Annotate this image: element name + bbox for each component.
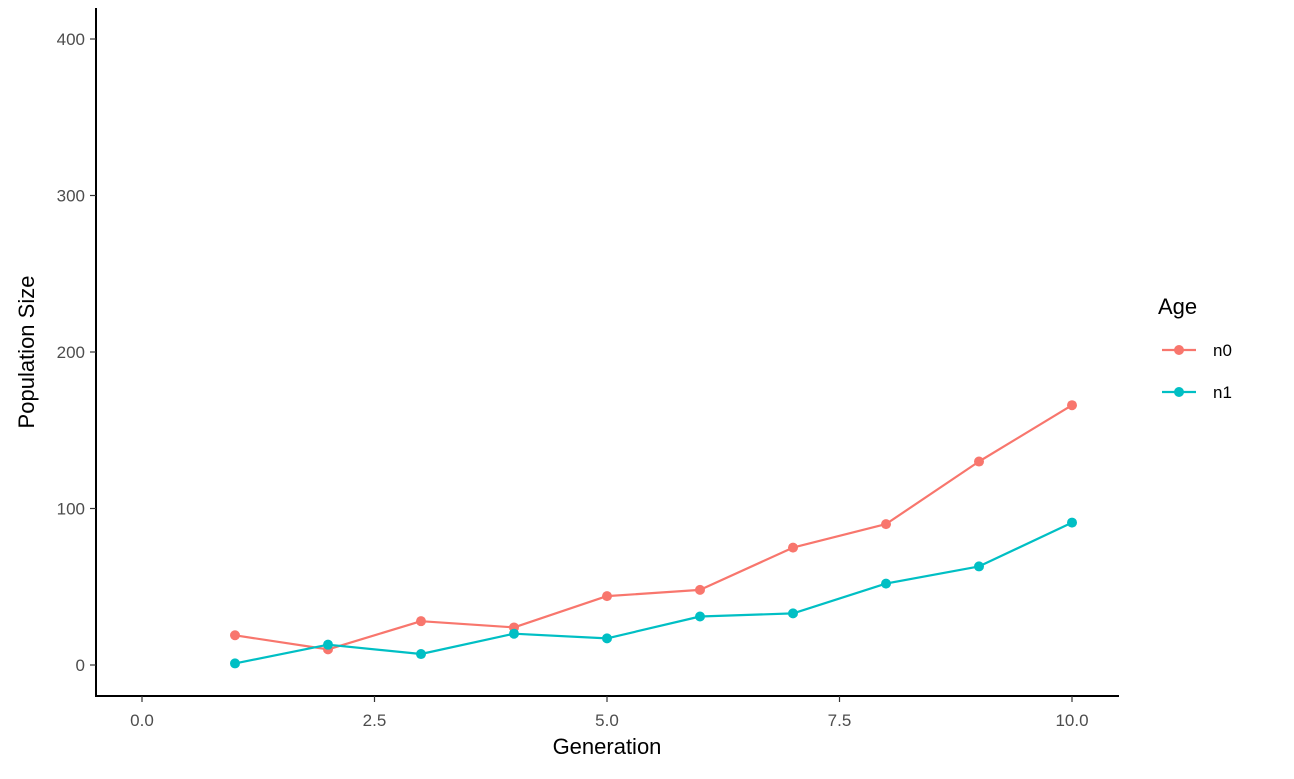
y-tick-label: 200 xyxy=(57,343,85,362)
y-tick-label: 400 xyxy=(57,30,85,49)
data-point-n1 xyxy=(881,578,891,589)
legend-item-n1: n1 xyxy=(1162,383,1232,402)
legend-label: n0 xyxy=(1213,341,1232,360)
data-point-n1 xyxy=(323,639,333,650)
data-point-n0 xyxy=(602,591,612,602)
data-point-n1 xyxy=(974,561,984,572)
data-point-n1 xyxy=(695,611,705,622)
y-axis-title: Population Size xyxy=(14,276,39,429)
x-axis-title: Generation xyxy=(553,734,662,759)
legend: Age n0 n1 xyxy=(1158,294,1232,402)
data-point-n0 xyxy=(1067,400,1077,411)
data-point-n0 xyxy=(416,616,426,627)
x-axis-ticks: 0.0 2.5 5.0 7.5 10.0 xyxy=(130,696,1089,730)
data-point-n0 xyxy=(695,584,705,595)
legend-item-n0: n0 xyxy=(1162,341,1232,360)
legend-items: n0 n1 xyxy=(1162,341,1232,402)
legend-key-point xyxy=(1174,387,1184,397)
x-tick-label: 10.0 xyxy=(1055,711,1088,730)
legend-key-point xyxy=(1174,345,1184,355)
data-point-n1 xyxy=(416,649,426,660)
series-line-n0 xyxy=(234,404,1073,651)
data-point-n0 xyxy=(230,630,240,641)
legend-label: n1 xyxy=(1213,383,1232,402)
plot-marks xyxy=(230,400,1077,669)
y-tick-label: 0 xyxy=(76,656,85,675)
y-axis-ticks: 0 100 200 300 400 xyxy=(57,30,96,675)
data-point-n0 xyxy=(788,542,798,553)
x-tick-label: 0.0 xyxy=(130,711,154,730)
legend-title: Age xyxy=(1158,294,1197,319)
data-point-n1 xyxy=(1067,517,1077,528)
data-point-n0 xyxy=(881,519,891,530)
series-line-n1 xyxy=(234,521,1073,665)
y-tick-label: 100 xyxy=(57,500,85,519)
y-tick-label: 300 xyxy=(57,187,85,206)
data-point-n0 xyxy=(974,456,984,467)
x-tick-label: 2.5 xyxy=(363,711,387,730)
axes: 0.0 2.5 5.0 7.5 10.0 0 100 200 300 400 xyxy=(57,8,1119,730)
data-point-n1 xyxy=(230,658,240,669)
data-point-n1 xyxy=(788,608,798,619)
data-point-n1 xyxy=(602,633,612,644)
data-point-n1 xyxy=(509,628,519,639)
x-tick-label: 7.5 xyxy=(828,711,852,730)
x-tick-label: 5.0 xyxy=(595,711,619,730)
